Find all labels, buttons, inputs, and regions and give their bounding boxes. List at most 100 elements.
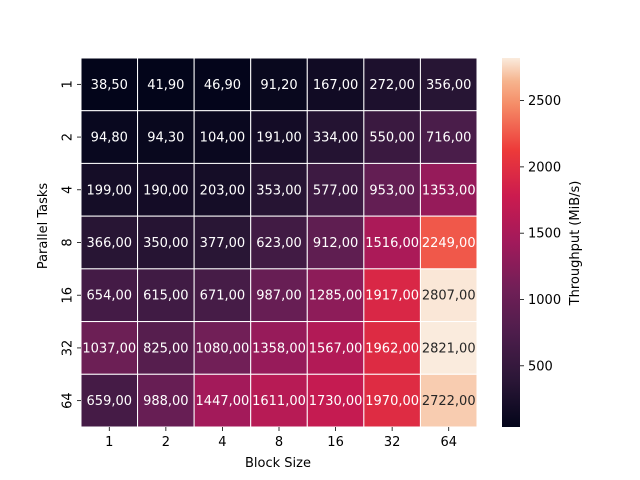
colorbar-tick-label: 1000 xyxy=(528,293,561,308)
heatmap-cell xyxy=(137,162,195,217)
x-tick-label: 16 xyxy=(327,435,344,450)
cell-value-label: 1962,00 xyxy=(365,341,419,356)
x-axis-ticks: 1 2 4 8 16 32 64 xyxy=(105,427,457,450)
y-tick-label: 16 xyxy=(61,287,76,304)
cell-value-label: 1730,00 xyxy=(309,394,363,409)
cell-value-label: 272,00 xyxy=(369,78,415,93)
heatmap-cell xyxy=(306,162,365,217)
heatmap-cell xyxy=(363,162,421,217)
heatmap-cell xyxy=(193,57,252,112)
cell-value-label: 912,00 xyxy=(313,236,359,251)
colorbar-tick-label: 500 xyxy=(528,359,553,374)
heatmap-cell xyxy=(80,215,139,270)
cell-value-label: 550,00 xyxy=(369,131,415,146)
cell-value-label: 1353,00 xyxy=(422,183,476,198)
heatmap-cell xyxy=(80,268,139,323)
heatmap-cell xyxy=(80,57,139,112)
colorbar xyxy=(502,58,520,427)
colorbar-tick-label: 2500 xyxy=(528,94,561,109)
heatmap-cell xyxy=(363,373,421,428)
x-tick-label: 4 xyxy=(218,435,226,450)
y-tick-label: 2 xyxy=(61,133,76,141)
cell-value-label: 1611,00 xyxy=(252,394,306,409)
cell-value-label: 334,00 xyxy=(313,131,359,146)
cell-value-label: 2249,00 xyxy=(422,236,476,251)
cell-value-label: 577,00 xyxy=(313,183,359,198)
y-tick-label: 64 xyxy=(61,392,76,409)
y-tick-label: 1 xyxy=(61,80,76,88)
cell-value-label: 671,00 xyxy=(200,289,246,304)
cell-value-label: 203,00 xyxy=(200,183,246,198)
cell-value-label: 716,00 xyxy=(426,131,472,146)
cell-value-label: 356,00 xyxy=(426,78,472,93)
heatmap-cell xyxy=(363,57,421,112)
heatmap-cell xyxy=(137,57,195,112)
cell-value-label: 377,00 xyxy=(200,236,246,251)
cell-value-label: 46,90 xyxy=(204,78,241,93)
heatmap-cell xyxy=(80,321,139,375)
heatmap-cell xyxy=(419,373,478,428)
cell-value-label: 104,00 xyxy=(200,131,246,146)
heatmap-cell xyxy=(419,215,478,270)
cell-value-label: 350,00 xyxy=(143,236,189,251)
heatmap-cell xyxy=(137,321,195,375)
cell-value-label: 988,00 xyxy=(143,394,189,409)
cell-value-label: 623,00 xyxy=(256,236,302,251)
x-tick-label: 32 xyxy=(384,435,401,450)
y-tick-label: 4 xyxy=(61,186,76,194)
x-axis-label: Block Size xyxy=(245,456,311,471)
heatmap-cell xyxy=(193,373,252,428)
heatmap-cell xyxy=(250,373,308,428)
cell-value-label: 199,00 xyxy=(87,183,133,198)
heatmap-cell xyxy=(193,268,252,323)
cell-value-label: 353,00 xyxy=(256,183,302,198)
cell-value-label: 615,00 xyxy=(143,289,189,304)
cell-value-label: 987,00 xyxy=(256,289,302,304)
x-tick-label: 1 xyxy=(105,435,113,450)
heatmap-cell xyxy=(419,110,478,164)
y-tick-label: 32 xyxy=(61,340,76,357)
x-tick-label: 8 xyxy=(275,435,283,450)
x-tick-label: 64 xyxy=(440,435,457,450)
cell-value-label: 1080,00 xyxy=(196,341,250,356)
x-tick-label: 2 xyxy=(162,435,170,450)
cell-value-label: 366,00 xyxy=(87,236,133,251)
heatmap-cell xyxy=(419,321,478,375)
heatmap-cell-labels: 38,50 41,90 46,90 91,20 167,00 272,00 356,00 94… xyxy=(82,78,475,409)
cell-value-label: 94,80 xyxy=(91,131,128,146)
cell-value-label: 1358,00 xyxy=(252,341,306,356)
heatmap-cells xyxy=(80,57,478,428)
colorbar-label: Throughput (MiB/s) xyxy=(568,181,583,307)
cell-value-label: 190,00 xyxy=(143,183,189,198)
colorbar-ticks: 500 1000 1500 2000 2500 xyxy=(520,94,561,374)
cell-value-label: 953,00 xyxy=(369,183,415,198)
heatmap-cell xyxy=(80,373,139,428)
cell-value-label: 1567,00 xyxy=(309,341,363,356)
cell-value-label: 191,00 xyxy=(256,131,302,146)
cell-value-label: 94,30 xyxy=(147,131,184,146)
cell-value-label: 825,00 xyxy=(143,341,189,356)
cell-value-label: 41,90 xyxy=(147,78,184,93)
y-tick-label: 8 xyxy=(61,238,76,246)
cell-value-label: 1917,00 xyxy=(365,289,419,304)
cell-value-label: 654,00 xyxy=(87,289,133,304)
y-axis-label: Parallel Tasks xyxy=(36,183,51,270)
cell-value-label: 167,00 xyxy=(313,78,359,93)
heatmap-cell xyxy=(306,373,365,428)
heatmap-cell xyxy=(193,110,252,164)
cell-value-label: 659,00 xyxy=(87,394,133,409)
heatmap-cell xyxy=(419,162,478,217)
heatmap-cell xyxy=(193,162,252,217)
heatmap-cell xyxy=(250,215,308,270)
heatmap-cell xyxy=(250,321,308,375)
heatmap-cell xyxy=(363,215,421,270)
cell-value-label: 2821,00 xyxy=(422,341,476,356)
cell-value-label: 91,20 xyxy=(260,78,297,93)
cell-value-label: 1447,00 xyxy=(196,394,250,409)
cell-value-label: 2807,00 xyxy=(422,289,476,304)
cell-value-label: 38,50 xyxy=(91,78,128,93)
heatmap-cell xyxy=(306,110,365,164)
y-axis-ticks: 1 2 4 8 16 32 64 xyxy=(61,80,81,409)
cell-value-label: 1285,00 xyxy=(309,289,363,304)
